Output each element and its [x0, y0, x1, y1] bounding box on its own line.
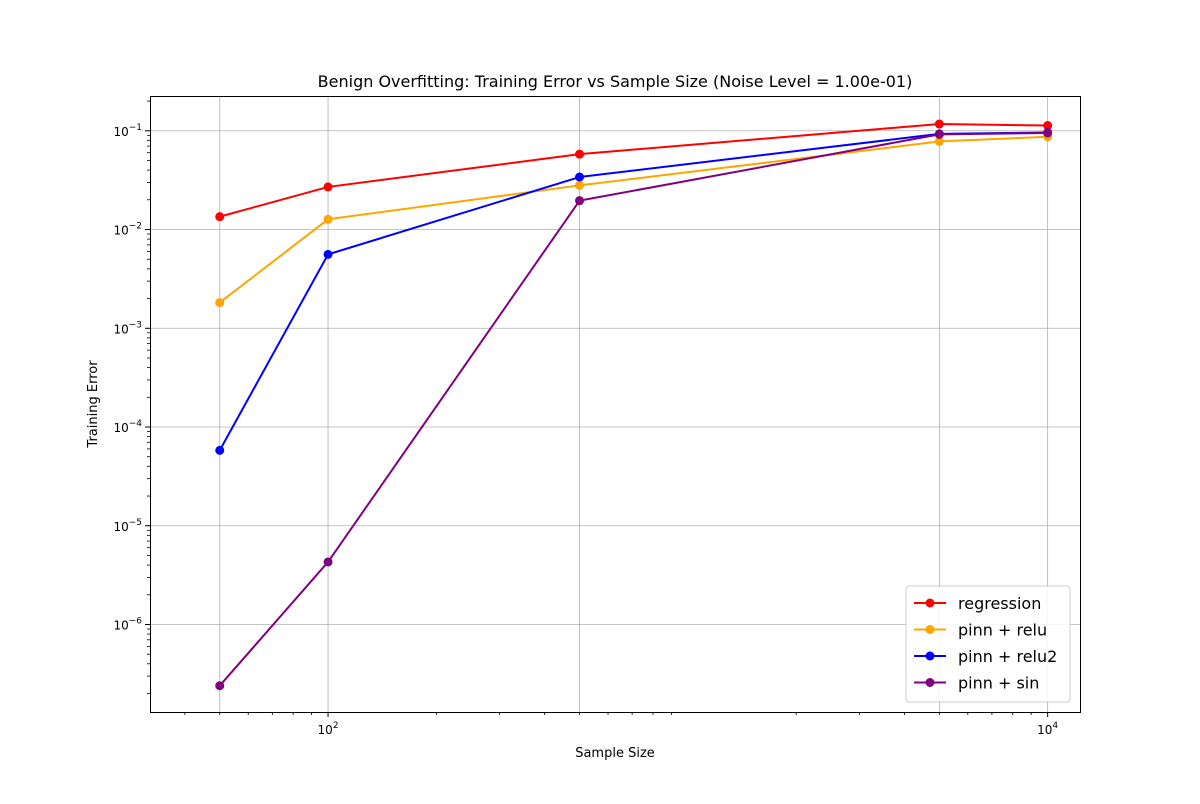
legend-marker-pinn-relu [925, 625, 935, 634]
legend-marker-regression [925, 598, 935, 608]
series-regression [215, 119, 1053, 222]
data-point-regression [1043, 121, 1053, 131]
data-point-regression [323, 182, 333, 192]
y-tick-label: 10−3 [113, 320, 142, 336]
data-point-pinn-relu [575, 180, 585, 190]
data-point-pinn-relu [934, 136, 944, 146]
chart-title: Benign Overfitting: Training Error vs Sa… [318, 72, 913, 91]
legend-label-pinn-relu2: pinn + relu2 [958, 647, 1057, 666]
x-tick-label: 104 [1037, 721, 1058, 737]
data-point-pinn-sin [215, 681, 225, 691]
x-axis-label: Sample Size [575, 746, 655, 761]
series-pinn-sin [215, 128, 1053, 691]
plot-area-frame [150, 96, 1081, 713]
series-pinn-relu [215, 132, 1053, 308]
legend-box [905, 585, 1071, 703]
y-tick-label: 10−4 [113, 419, 142, 435]
data-point-pinn-relu [215, 298, 225, 308]
legend-marker-pinn-sin [925, 678, 935, 687]
data-point-regression [575, 149, 585, 159]
legend-label-regression: regression [958, 594, 1041, 613]
y-axis-label: Training Error [86, 360, 101, 449]
y-tick-label: 10−2 [113, 222, 142, 238]
data-point-pinn-relu2 [215, 445, 225, 455]
y-tick-label: 10−1 [113, 123, 142, 139]
data-point-pinn-relu2 [323, 249, 333, 259]
x-tick-label: 102 [318, 721, 339, 737]
data-point-pinn-sin [934, 129, 944, 139]
data-point-pinn-sin [1043, 128, 1053, 138]
data-point-regression [934, 119, 944, 129]
y-tick-label: 10−5 [113, 518, 142, 534]
data-point-pinn-sin [575, 196, 585, 206]
series-lines [215, 119, 1053, 691]
y-tick-label: 10−6 [113, 617, 142, 633]
data-point-pinn-sin [323, 557, 333, 567]
data-point-regression [215, 212, 225, 222]
data-point-pinn-relu [323, 214, 333, 224]
legend-marker-pinn-relu2 [925, 651, 935, 661]
legend: regression pinn + relu pinn + relu2 pinn + … [905, 585, 1071, 703]
data-point-pinn-relu2 [575, 172, 585, 182]
legend-label-pinn-relu: pinn + relu [958, 621, 1047, 640]
axis-ticks: 102 104 10−6 10−5 10−4 10−3 10−2 10−1 [113, 100, 1058, 737]
legend-label-pinn-sin: pinn + sin [958, 674, 1039, 693]
